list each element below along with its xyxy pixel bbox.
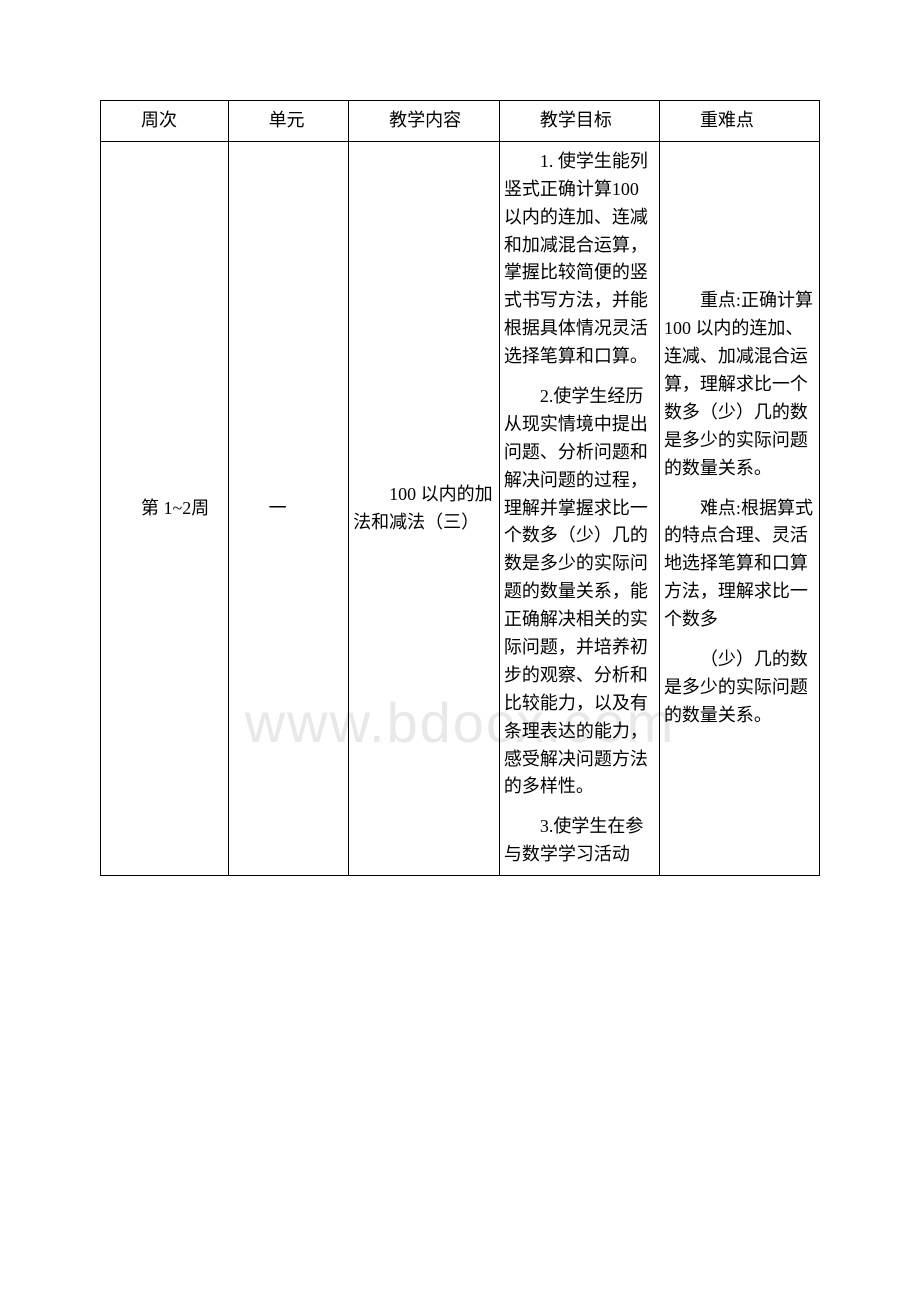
- header-key: 重难点: [659, 101, 819, 142]
- cell-content: 100 以内的加法和减法（三）: [349, 141, 500, 875]
- header-unit: 单元: [228, 101, 349, 142]
- header-week-text: 周次: [105, 107, 224, 135]
- key-paragraph-1: 重点:正确计算100 以内的连加、连减、加减混合运算，理解求比一个数多（少）几的…: [664, 287, 815, 482]
- header-key-text: 重难点: [664, 107, 815, 135]
- table-header-row: 周次 单元 教学内容 教学目标 重难点: [101, 101, 820, 142]
- curriculum-table: 周次 单元 教学内容 教学目标 重难点 第 1~2周 一 100 以内的加法和减…: [100, 100, 820, 876]
- cell-week-text: 第 1~2周: [105, 495, 224, 523]
- cell-unit-text: 一: [233, 495, 345, 523]
- header-unit-text: 单元: [233, 107, 345, 135]
- header-goal: 教学目标: [499, 101, 659, 142]
- goal-paragraph-3: 3.使学生在参与数学学习活动: [504, 813, 655, 869]
- header-goal-text: 教学目标: [504, 107, 655, 135]
- document-page: 周次 单元 教学内容 教学目标 重难点 第 1~2周 一 100 以内的加法和减…: [0, 0, 920, 876]
- key-paragraph-2: 难点:根据算式的特点合理、灵活地选择笔算和口算方法，理解求比一个数多: [664, 495, 815, 634]
- header-week: 周次: [101, 101, 229, 142]
- header-content-text: 教学内容: [353, 107, 495, 135]
- cell-week: 第 1~2周: [101, 141, 229, 875]
- header-content: 教学内容: [349, 101, 500, 142]
- goal-paragraph-2: 2.使学生经历从现实情境中提出问题、分析问题和解决问题的过程，理解并掌握求比一个…: [504, 383, 655, 801]
- cell-key: 重点:正确计算100 以内的连加、连减、加减混合运算，理解求比一个数多（少）几的…: [659, 141, 819, 875]
- key-paragraph-3: （少）几的数是多少的实际问题的数量关系。: [664, 646, 815, 730]
- cell-unit: 一: [228, 141, 349, 875]
- table-row: 第 1~2周 一 100 以内的加法和减法（三） 1. 使学生能列竖式正确计算1…: [101, 141, 820, 875]
- cell-content-text: 100 以内的加法和减法（三）: [353, 481, 495, 537]
- cell-goal: 1. 使学生能列竖式正确计算100 以内的连加、连减和加减混合运算，掌握比较简便…: [499, 141, 659, 875]
- goal-paragraph-1: 1. 使学生能列竖式正确计算100 以内的连加、连减和加减混合运算，掌握比较简便…: [504, 148, 655, 371]
